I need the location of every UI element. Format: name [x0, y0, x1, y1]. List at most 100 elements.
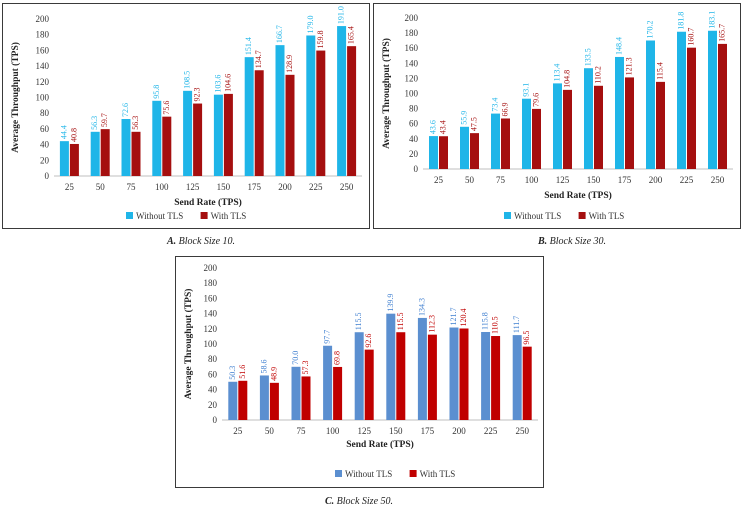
chart-b-bar-with-tls [532, 108, 541, 169]
caption-c: C. Block Size 50. [294, 496, 424, 507]
chart-a-data-label: 56.3 [90, 116, 99, 130]
chart-b-y-tick-label: 40 [409, 134, 419, 144]
chart-b-y-tick-label: 60 [409, 119, 419, 129]
chart-b-y-tick-label: 80 [409, 104, 419, 114]
chart-a-data-label: 104.6 [223, 74, 232, 92]
chart-b-x-tick-label: 50 [465, 175, 475, 185]
chart-c: 0 20 40 60 80 100 120 140 160 180 200 Average Throu… [183, 263, 538, 479]
chart-c-bar-without-tls [259, 375, 269, 420]
chart-b-data-label: 110.2 [594, 66, 603, 84]
chart-c-bar-with-tls [491, 336, 501, 420]
chart-a-legend-label-with-tls: With TLS [211, 211, 247, 221]
chart-c-y-tick-label: 60 [208, 369, 218, 379]
chart-a-x-tick-label: 225 [309, 182, 323, 192]
chart-b-data-label: 104.8 [563, 70, 572, 88]
chart-b: 0 20 40 60 80 100 120 140 160 180 200 Average Throu… [381, 11, 733, 221]
chart-a-bar-with-tls [223, 93, 233, 176]
chart-b-legend-swatch-without-tls [504, 212, 511, 219]
chart-b-data-label: 133.5 [584, 48, 593, 66]
chart-a-x-tick-label: 150 [217, 182, 231, 192]
chart-b-bar-with-tls [470, 133, 479, 169]
chart-a-bar-with-tls [316, 50, 326, 176]
chart-a-data-label: 44.4 [59, 125, 68, 139]
chart-c-data-label: 110.5 [491, 316, 500, 334]
chart-b-bar-with-tls [687, 47, 696, 169]
chart-c-data-label: 51.6 [238, 365, 247, 379]
chart-b-bar-with-tls [594, 85, 603, 169]
chart-c-bar-without-tls [228, 381, 238, 420]
chart-b-bar-without-tls [429, 136, 438, 169]
chart-b-data-label: 47.5 [470, 117, 479, 131]
chart-b-data-label: 73.4 [491, 98, 500, 112]
chart-c-data-label: 69.8 [333, 351, 342, 365]
chart-c-data-label: 115.5 [396, 313, 405, 331]
chart-c-x-axis-label: Send Rate (TPS) [346, 439, 414, 450]
chart-a-x-tick-label: 175 [247, 182, 261, 192]
chart-c-x-tick-label: 75 [297, 426, 307, 436]
chart-c-bar-without-tls [417, 317, 427, 420]
chart-c-legend-label-without-tls: Without TLS [345, 469, 392, 479]
chart-a-y-tick-label: 80 [40, 108, 50, 118]
chart-a-data-label: 191.0 [337, 6, 346, 24]
chart-a-data-label: 151.4 [244, 37, 253, 55]
chart-c-y-tick-label: 0 [213, 415, 218, 425]
chart-b-x-tick-label: 175 [618, 175, 632, 185]
chart-b-data-label: 121.3 [625, 57, 634, 75]
chart-a-data-label: 103.6 [213, 75, 222, 93]
chart-a-data-label: 179.0 [306, 15, 315, 33]
chart-a-data-label: 108.5 [183, 71, 192, 89]
chart-a-bar-without-tls [183, 90, 193, 176]
chart-c-y-tick-label: 40 [208, 385, 218, 395]
chart-c-bar-with-tls [522, 346, 532, 420]
chart-b-y-tick-label: 120 [405, 73, 419, 83]
chart-a-data-label: 56.3 [131, 116, 140, 130]
chart-c-data-label: 134.3 [417, 298, 426, 316]
chart-a-y-tick-label: 160 [36, 45, 50, 55]
chart-c-bar-with-tls [238, 380, 248, 420]
chart-c-bar-with-tls [269, 382, 279, 420]
chart-b-y-tick-label: 0 [414, 164, 419, 174]
chart-a-data-label: 134.7 [254, 50, 263, 68]
chart-c-data-label: 70.0 [291, 351, 300, 365]
chart-a-data-label: 159.8 [316, 31, 325, 49]
chart-b-y-axis-label: Average Throughput (TPS) [381, 38, 392, 149]
chart-b-data-label: 115.4 [656, 62, 665, 80]
chart-a-bar-without-tls [306, 35, 316, 176]
chart-c-data-label: 48.9 [269, 367, 278, 381]
chart-c-bar-with-tls [396, 332, 406, 420]
chart-c-y-tick-label: 120 [204, 324, 218, 334]
chart-c-y-tick-label: 160 [204, 293, 218, 303]
chart-b-data-label: 43.6 [429, 120, 438, 134]
chart-c-bar-without-tls [449, 327, 459, 420]
chart-a-x-axis-label: Send Rate (TPS) [174, 197, 242, 208]
chart-a-bar-with-tls [193, 103, 203, 176]
chart-c-data-label: 96.5 [522, 331, 531, 345]
chart-a-bar-with-tls [100, 129, 110, 176]
caption-a-text: Block Size 10. [178, 236, 236, 247]
chart-b-x-axis-label: Send Rate (TPS) [544, 190, 612, 201]
chart-b-x-tick-label: 225 [680, 175, 694, 185]
chart-c-data-label: 112.3 [427, 315, 436, 333]
chart-a: 0 20 40 60 80 100 120 140 160 180 200 Average Throu… [10, 6, 362, 221]
chart-a-bar-without-tls [152, 100, 162, 176]
chart-c-bar-with-tls [427, 334, 437, 420]
caption-c-label: C. [324, 496, 335, 507]
chart-a-x-tick-label: 50 [96, 182, 106, 192]
chart-a-bar-without-tls [213, 94, 223, 176]
chart-b-data-label: 66.9 [501, 102, 510, 116]
chart-c-x-tick-label: 100 [326, 426, 340, 436]
chart-b-x-tick-label: 200 [649, 175, 663, 185]
chart-a-y-axis-label: Average Throughput (TPS) [10, 42, 21, 153]
chart-a-data-label: 165.4 [347, 26, 356, 44]
chart-c-y-tick-label: 140 [204, 309, 218, 319]
chart-a-bar-with-tls [347, 46, 357, 177]
chart-a-data-label: 166.7 [275, 25, 284, 43]
chart-a-bar-with-tls [69, 143, 79, 176]
chart-b-bar-without-tls [460, 126, 469, 169]
chart-b-bar-with-tls [656, 81, 665, 169]
chart-c-y-tick-label: 80 [208, 354, 218, 364]
chart-b-bar-with-tls [439, 136, 448, 169]
chart-c-bar-with-tls [364, 349, 374, 420]
chart-a-data-label: 92.3 [193, 88, 202, 102]
chart-b-bar-without-tls [677, 31, 686, 170]
